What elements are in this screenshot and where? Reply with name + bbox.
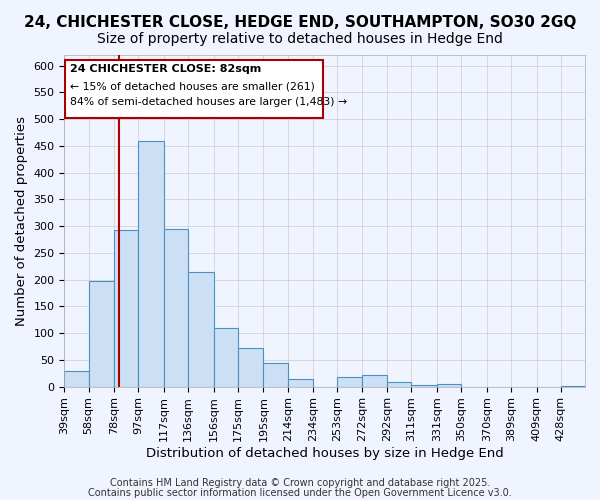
Bar [287,379,313,386]
Y-axis label: Number of detached properties: Number of detached properties [15,116,28,326]
Text: Size of property relative to detached houses in Hedge End: Size of property relative to detached ho… [97,32,503,46]
Text: Contains HM Land Registry data © Crown copyright and database right 2025.: Contains HM Land Registry data © Crown c… [110,478,490,488]
Bar [188,272,214,386]
Bar [64,370,89,386]
FancyBboxPatch shape [65,60,323,118]
Bar [139,140,164,386]
Text: 24, CHICHESTER CLOSE, HEDGE END, SOUTHAMPTON, SO30 2GQ: 24, CHICHESTER CLOSE, HEDGE END, SOUTHAM… [24,15,576,30]
Bar [214,328,238,386]
Bar [164,229,188,386]
Bar [437,384,461,386]
Bar [263,362,287,386]
Bar [89,281,114,386]
X-axis label: Distribution of detached houses by size in Hedge End: Distribution of detached houses by size … [146,447,503,460]
Bar [114,230,139,386]
Bar [238,348,263,387]
Bar [362,376,387,386]
Bar [387,382,412,386]
Text: ← 15% of detached houses are smaller (261): ← 15% of detached houses are smaller (26… [70,81,315,91]
Text: Contains public sector information licensed under the Open Government Licence v3: Contains public sector information licen… [88,488,512,498]
Text: 84% of semi-detached houses are larger (1,483) →: 84% of semi-detached houses are larger (… [70,98,347,108]
Bar [412,385,437,386]
Bar [337,377,362,386]
Text: 24 CHICHESTER CLOSE: 82sqm: 24 CHICHESTER CLOSE: 82sqm [70,64,262,74]
